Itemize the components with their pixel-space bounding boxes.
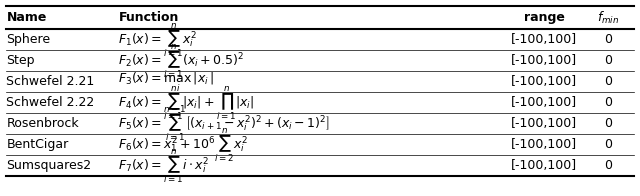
Text: [-100,100]: [-100,100] <box>511 54 577 67</box>
Text: Schwefel 2.22: Schwefel 2.22 <box>6 96 95 109</box>
Text: [-100,100]: [-100,100] <box>511 33 577 46</box>
Text: 0: 0 <box>604 159 612 172</box>
Text: [-100,100]: [-100,100] <box>511 117 577 130</box>
Text: Step: Step <box>6 54 35 67</box>
Text: $F_1(x) = \sum_{i=1}^{n} x_i^2$: $F_1(x) = \sum_{i=1}^{n} x_i^2$ <box>118 21 197 59</box>
Text: 0: 0 <box>604 75 612 88</box>
Text: $F_4(x) = \sum_{i=1}^{n}|x_i| + \prod_{i=1}^{n}|x_i|$: $F_4(x) = \sum_{i=1}^{n}|x_i| + \prod_{i… <box>118 84 255 122</box>
Text: Sumsquares2: Sumsquares2 <box>6 159 92 172</box>
Text: [-100,100]: [-100,100] <box>511 75 577 88</box>
Text: 0: 0 <box>604 33 612 46</box>
Text: $f_{min}$: $f_{min}$ <box>597 10 619 26</box>
Text: [-100,100]: [-100,100] <box>511 159 577 172</box>
Text: Rosenbrock: Rosenbrock <box>6 117 79 130</box>
Text: $F_6(x) = x_1^2 + 10^6\sum_{i=2}^{n} x_i^2$: $F_6(x) = x_1^2 + 10^6\sum_{i=2}^{n} x_i… <box>118 126 248 164</box>
Text: $F_2(x) = \sum_{i=1}^{n}(x_i + 0.5)^2$: $F_2(x) = \sum_{i=1}^{n}(x_i + 0.5)^2$ <box>118 42 244 80</box>
Text: $F_5(x) = \sum_{i=1}^{n-1}\left[(x_{i+1} - x_i^2)^2 + (x_i - 1)^2\right]$: $F_5(x) = \sum_{i=1}^{n-1}\left[(x_{i+1}… <box>118 103 330 144</box>
Text: BentCigar: BentCigar <box>6 138 68 151</box>
Text: range: range <box>524 11 564 24</box>
Text: [-100,100]: [-100,100] <box>511 138 577 151</box>
Text: Name: Name <box>6 11 47 24</box>
Text: $F_7(x) = \sum_{i=1}^{n} i \cdot x_i^2$: $F_7(x) = \sum_{i=1}^{n} i \cdot x_i^2$ <box>118 147 210 185</box>
Text: 0: 0 <box>604 96 612 109</box>
Text: 0: 0 <box>604 138 612 151</box>
Text: $F_3(x) = \max_i\,|x_i|$: $F_3(x) = \max_i\,|x_i|$ <box>118 70 214 93</box>
Text: 0: 0 <box>604 54 612 67</box>
Text: [-100,100]: [-100,100] <box>511 96 577 109</box>
Text: Function: Function <box>118 11 179 24</box>
Text: 0: 0 <box>604 117 612 130</box>
Text: Sphere: Sphere <box>6 33 51 46</box>
Text: Schwefel 2.21: Schwefel 2.21 <box>6 75 95 88</box>
